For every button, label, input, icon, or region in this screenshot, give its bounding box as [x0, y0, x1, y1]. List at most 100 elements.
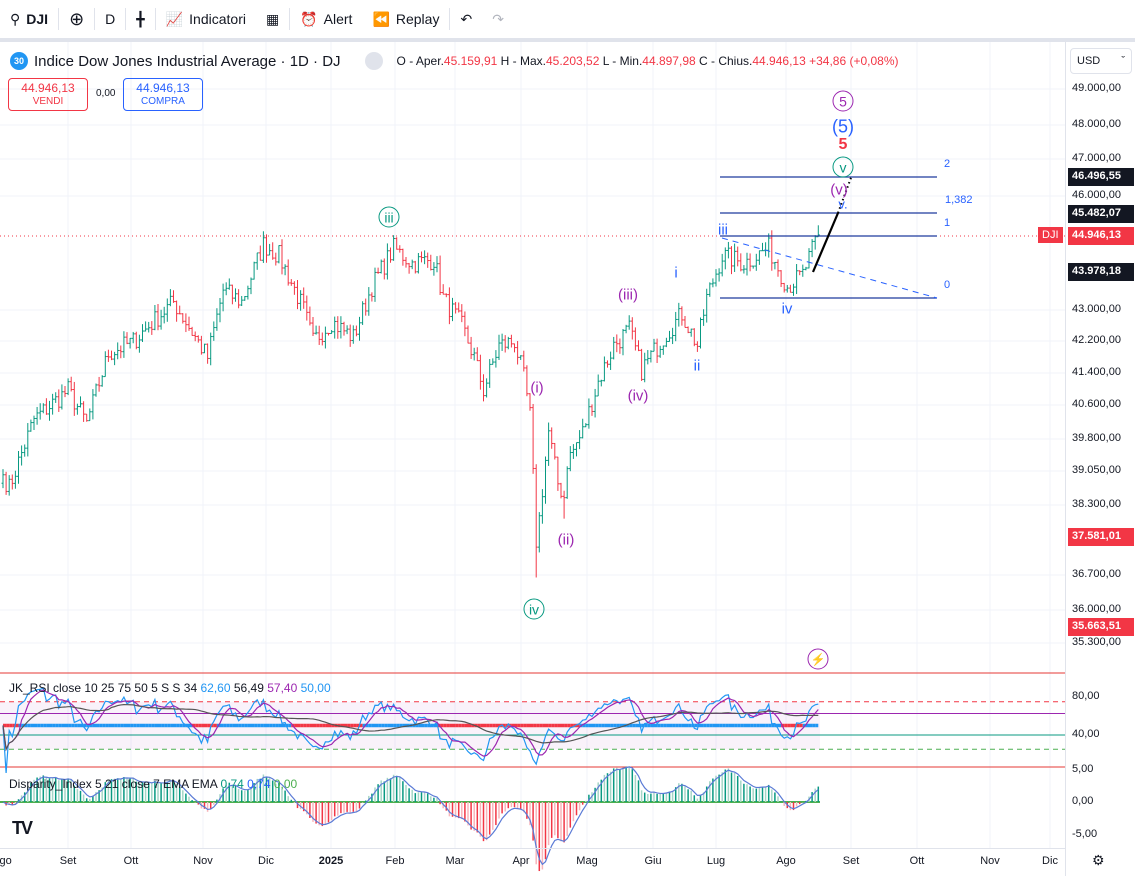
- indicator-axis-label: 0,00: [1072, 795, 1094, 807]
- hide-legend-button[interactable]: [364, 52, 383, 70]
- interval-button[interactable]: D: [105, 11, 116, 27]
- ohlc-bar: [342, 321, 346, 336]
- ohlc-bar: [599, 379, 603, 387]
- price-axis[interactable]: USD ˇ 49.000,00 48.000,00 47.000,00 46.000,0…: [1065, 42, 1135, 876]
- ohlc-bar: [773, 261, 777, 270]
- ohlc-bar: [751, 265, 755, 269]
- chevron-down-icon: ˇ: [1121, 55, 1125, 67]
- ohlc-bar: [717, 268, 721, 282]
- price-tag-last: 44.946,13: [1068, 227, 1134, 245]
- ohlc-bar: [615, 334, 619, 353]
- ohlc-bar: [575, 442, 578, 457]
- ohlc-bar: [810, 239, 814, 258]
- ohlc-bar: [376, 267, 380, 274]
- indicators-label: Indicatori: [189, 11, 246, 27]
- ohlc-bar: [674, 311, 678, 342]
- indicator-axis-label: 5,00: [1072, 763, 1094, 775]
- ohlc-bar: [506, 336, 510, 350]
- ohlc-bar: [764, 242, 768, 257]
- ohlc-bar: [708, 282, 712, 297]
- ohlc-bar: [581, 418, 585, 439]
- ohlc-bar: [373, 267, 377, 302]
- ohlc-values: O - Aper.45.159,91 H - Max.45.203,52 L -…: [396, 54, 899, 68]
- ohlc-bar: [565, 466, 569, 499]
- ohlc-bar: [451, 297, 454, 322]
- wave-label-ii: ii: [693, 357, 701, 375]
- ohlc-bar: [779, 270, 783, 288]
- replay-button[interactable]: ⏪ Replay: [362, 2, 449, 36]
- ohlc-bar: [711, 278, 715, 288]
- time-axis[interactable]: Ago Set Ott Nov Dic 2025 Feb Mar Apr Mag Giu Lug Ago…: [0, 848, 1065, 876]
- ohlc-bar: [795, 264, 799, 295]
- ohlc-bar: [246, 285, 250, 300]
- time-axis-label: Set: [59, 855, 77, 867]
- wave-label-paren-5: (5): [832, 116, 854, 137]
- ohlc-bar: [141, 324, 144, 342]
- ohlc-bar: [705, 288, 709, 323]
- time-axis-label: Mag: [576, 855, 598, 867]
- ohlc-bar: [562, 490, 566, 519]
- ohlc-bar: [7, 475, 11, 496]
- price-tag-t2: 45.482,07: [1068, 205, 1134, 223]
- ohlc-bar: [767, 233, 771, 258]
- symbol-search[interactable]: ⚲ DJI: [0, 2, 58, 36]
- ohlc-bar: [249, 277, 253, 295]
- ohlc-bar: [75, 403, 79, 415]
- chart-type-button[interactable]: ╋: [126, 2, 154, 36]
- symbol-label: DJI: [26, 11, 49, 27]
- ohlc-bar: [44, 398, 48, 415]
- ohlc-bar: [4, 471, 8, 495]
- layout-button[interactable]: ▦: [256, 2, 289, 36]
- price-chart[interactable]: [0, 42, 1065, 876]
- ohlc-bar: [612, 336, 616, 360]
- currency-select[interactable]: USD ˇ: [1070, 48, 1132, 74]
- ohlc-bar: [237, 289, 241, 309]
- ohlc-bar: [54, 392, 58, 403]
- ohlc-bar: [110, 350, 113, 361]
- price-axis-label: 41.400,00: [1072, 366, 1121, 378]
- indicators-button[interactable]: 📈 Indicatori: [156, 2, 256, 36]
- ohlc-bar: [91, 389, 95, 420]
- ohlc-bar: [770, 230, 774, 271]
- ohlc-bar: [150, 321, 154, 335]
- ohlc-bar: [20, 445, 24, 466]
- sell-button[interactable]: 44.946,13 VENDI: [8, 78, 88, 111]
- ohlc-bar: [401, 248, 405, 266]
- time-axis-label: Dic: [1042, 855, 1058, 867]
- ohlc-bar: [404, 256, 408, 268]
- price-axis-label: 48.000,00: [1072, 118, 1121, 130]
- lightning-icon[interactable]: ⚡: [807, 648, 829, 670]
- ohlc-bar: [618, 338, 622, 354]
- ohlc-bar: [671, 327, 675, 345]
- symbol-badge: 30: [10, 52, 28, 70]
- compare-button[interactable]: ⊕: [59, 2, 94, 36]
- ohlc-bar: [503, 335, 507, 353]
- buy-button[interactable]: 44.946,13 COMPRA: [123, 78, 203, 111]
- ohlc-bar: [646, 350, 650, 365]
- settings-icon[interactable]: ⚙: [1092, 852, 1105, 868]
- time-axis-label: Feb: [385, 855, 405, 867]
- ohlc-bar: [509, 334, 513, 348]
- search-icon: ⚲: [10, 10, 21, 27]
- wave-label-circle-v: v: [832, 156, 854, 178]
- time-axis-label: Set: [842, 855, 860, 867]
- ohlc-bar: [10, 474, 14, 490]
- ohlc-bar: [296, 280, 299, 310]
- symbol-price-tag: DJI: [1038, 227, 1063, 243]
- ohlc-bar: [385, 243, 389, 280]
- undo-button[interactable]: ↶: [450, 2, 482, 36]
- wave-label-circle-iv: iv: [523, 598, 545, 620]
- ohlc-bar: [726, 241, 730, 259]
- ohlc-bar: [227, 278, 231, 290]
- time-axis-label: Ago: [776, 855, 796, 867]
- redo-button[interactable]: ↷: [482, 2, 514, 36]
- indicator-axis-label: 80,00: [1072, 690, 1100, 702]
- ohlc-bar: [258, 245, 262, 261]
- ohlc-bar: [72, 381, 76, 416]
- ohlc-bar: [742, 265, 746, 274]
- ohlc-bar: [131, 331, 135, 344]
- ohlc-bar: [66, 378, 70, 396]
- alert-button[interactable]: ⏰ Alert: [290, 2, 362, 36]
- ohlc-bar: [314, 325, 318, 335]
- wave-label-paren-v: (v): [830, 181, 848, 199]
